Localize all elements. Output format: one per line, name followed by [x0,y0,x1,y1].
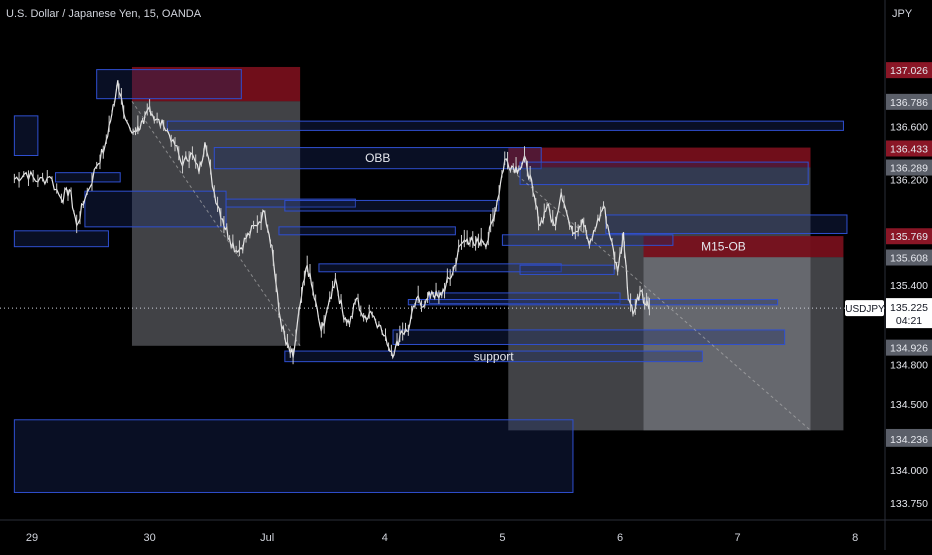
price-tag-bg [886,140,932,157]
obb-zone[interactable] [213,147,542,170]
time-axis[interactable]: 29 30 Jul 4 5 6 7 8 [0,519,932,544]
time-tick-label: 4 [382,532,388,544]
price-tick-label: 135.769 [890,231,928,243]
price-tick-label: 134.500 [890,399,928,411]
time-tick-label: 6 [617,532,623,544]
time-tick-label: Jul [260,532,274,544]
red-zone[interactable] [131,66,301,102]
time-tick-label: 30 [143,532,155,544]
blue-zone[interactable] [13,230,109,248]
zone-layer: M15-OB OBB support [13,66,848,493]
time-tick-label: 8 [852,532,858,544]
zone-label: support [474,349,515,363]
price-tick-label: 136.600 [890,121,928,133]
blue-zone[interactable] [392,329,786,345]
support-zone[interactable] [284,350,703,363]
price-tick-label: 134.926 [890,343,928,355]
currency-label: JPY [892,8,913,20]
blue-zone[interactable] [605,214,848,234]
price-tick-label: 136.200 [890,174,928,186]
m15-ob-zone[interactable] [643,236,844,258]
blue-zone[interactable] [318,263,562,273]
blue-zone[interactable] [13,419,574,493]
blue-zone[interactable] [519,264,615,275]
price-tick-label: 137.026 [890,65,928,77]
symbol-tag[interactable] [845,300,884,317]
diagonal-guide [131,101,301,347]
time-tick-label: 29 [26,532,38,544]
price-tick-label: 133.750 [890,498,928,510]
price-tick-label: 136.786 [890,97,928,109]
price-tick-label: 136.289 [890,163,928,175]
blue-zone[interactable] [284,199,500,212]
zone-label: OBB [365,151,390,165]
last-price-value: 135.225 [890,302,928,314]
blue-zone[interactable] [55,172,121,183]
price-tick-label: 134.236 [890,434,928,446]
price-tick-label: 134.000 [890,465,928,477]
blue-zone[interactable] [407,299,779,306]
price-tick-label: 134.800 [890,359,928,371]
time-tick-label: 7 [735,532,741,544]
price-layer [13,80,650,365]
blue-zone[interactable] [428,292,621,304]
price-tag-bg [886,430,932,447]
price-tag-bg [886,339,932,356]
price-axis[interactable]: 137.026 136.786 136.600 136.433 136.289136.2… [845,0,932,550]
blue-zone[interactable] [519,161,809,186]
last-price-tag[interactable] [886,298,932,329]
grey-zone[interactable] [643,257,844,431]
symbol-tag-label: USDJPY [845,304,885,315]
blue-zone[interactable] [13,115,39,156]
zone-label: M15-OB [701,240,746,254]
symbol-title[interactable]: U.S. Dollar / Japanese Yen, 15, OANDA [6,8,202,20]
blue-zone[interactable] [166,120,844,131]
price-tag-bg [886,228,932,245]
bar-countdown: 04:21 [896,315,922,327]
blue-zone[interactable] [278,226,456,236]
diagonal-guide [507,167,811,431]
blue-zone[interactable] [96,69,242,100]
time-tick-label: 5 [499,532,505,544]
price-tag-bg [886,249,932,266]
blue-zone[interactable] [84,190,227,228]
price-tag-bg [886,93,932,110]
price-tag-bg [886,159,932,176]
price-tag-bg [886,62,932,79]
price-tick-label: 135.400 [890,280,928,292]
price-tick-label: 136.433 [890,143,928,155]
blue-zone[interactable] [225,198,356,208]
overlay-layer [0,101,885,431]
price-tick-label: 135.608 [890,253,928,265]
